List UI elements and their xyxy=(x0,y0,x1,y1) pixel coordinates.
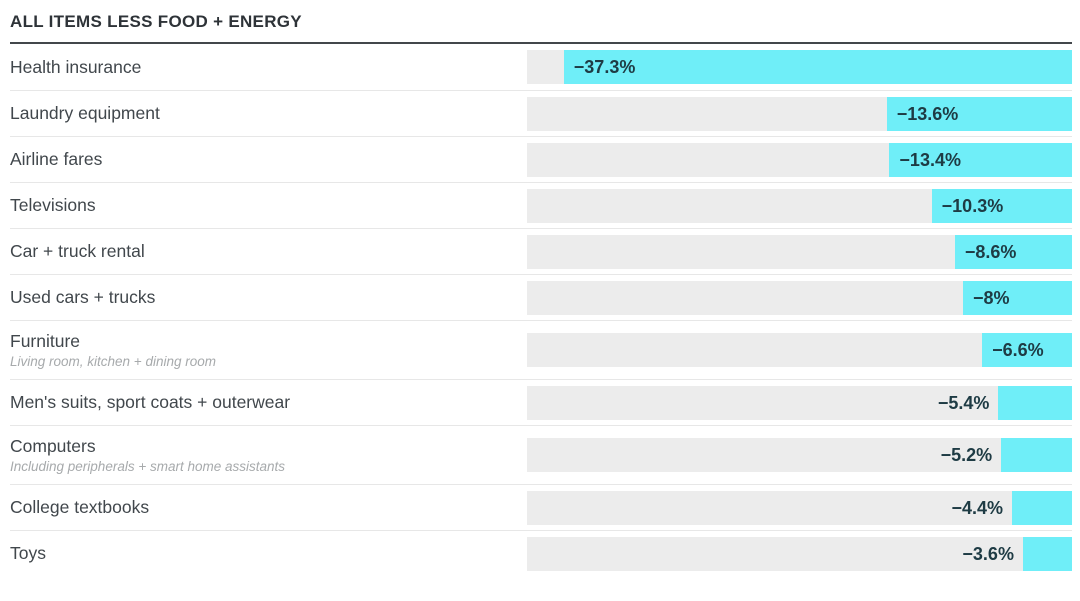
row-sublabel: Including peripherals + smart home assis… xyxy=(10,459,286,475)
chart-row: Toys −3.6% xyxy=(10,530,1072,576)
value-label: −13.6% xyxy=(896,103,959,124)
chart-row: Laundry equipment −13.6% xyxy=(10,90,1072,136)
bar-track: −13.4% xyxy=(527,142,1072,177)
value-label: −8% xyxy=(973,287,1010,308)
bar-track: −6.6% xyxy=(527,333,1072,367)
row-label-column: Car + truck rental xyxy=(10,241,527,261)
row-label: Men's suits, sport coats + outerwear xyxy=(10,392,291,413)
row-label-column: Laundry equipment xyxy=(10,103,527,123)
value-label: −10.3% xyxy=(941,195,1004,216)
bar-track: −37.3% xyxy=(527,50,1072,84)
chart-row: Car + truck rental −8.6% xyxy=(10,228,1072,274)
row-label-column: Airline fares xyxy=(10,149,527,169)
row-label: Laundry equipment xyxy=(10,103,160,124)
row-label-column: Furniture Living room, kitchen + dining … xyxy=(10,331,527,369)
row-label-column: College textbooks xyxy=(10,497,527,517)
row-label: Airline fares xyxy=(10,149,103,170)
bar xyxy=(963,280,1072,315)
chart-row: Men's suits, sport coats + outerwear −5.… xyxy=(10,379,1072,425)
chart-row: Computers Including peripherals + smart … xyxy=(10,425,1072,484)
bar xyxy=(998,385,1072,420)
bar xyxy=(982,333,1072,367)
row-label-column: Used cars + trucks xyxy=(10,287,527,307)
row-label: Used cars + trucks xyxy=(10,287,156,308)
value-label: −3.6% xyxy=(962,543,1014,564)
value-label: −13.4% xyxy=(899,149,961,170)
bar-track: −8.6% xyxy=(527,234,1072,269)
row-label: Health insurance xyxy=(10,56,142,77)
bar-track: −3.6% xyxy=(527,536,1072,571)
row-label: Computers xyxy=(10,435,96,456)
bar-track: −5.2% xyxy=(527,438,1072,472)
bar-track: −4.4% xyxy=(527,490,1072,525)
chart-header: ALL ITEMS LESS FOOD + ENERGY xyxy=(10,8,1072,44)
bar xyxy=(931,188,1072,223)
value-label: −8.6% xyxy=(964,241,1017,262)
bar-track: −10.3% xyxy=(527,188,1072,223)
bar xyxy=(1022,536,1072,571)
value-label: −37.3% xyxy=(573,57,636,77)
chart-row: College textbooks −4.4% xyxy=(10,484,1072,530)
chart-rows: Health insurance −37.3% Laundry equipmen… xyxy=(10,44,1072,576)
row-sublabel: Living room, kitchen + dining room xyxy=(10,354,216,370)
chart-row: Used cars + trucks −8% xyxy=(10,274,1072,320)
row-label-column: Health insurance xyxy=(10,57,527,77)
row-label: College textbooks xyxy=(10,497,150,518)
value-label: −5.2% xyxy=(940,445,993,465)
row-label-column: Televisions xyxy=(10,195,527,215)
row-label-column: Men's suits, sport coats + outerwear xyxy=(10,392,527,412)
value-label: −4.4% xyxy=(951,497,1004,518)
bar xyxy=(886,96,1072,131)
bar xyxy=(1012,490,1072,525)
bar xyxy=(563,50,1072,84)
bar xyxy=(1001,438,1072,472)
row-label: Car + truck rental xyxy=(10,241,145,262)
row-label: Toys xyxy=(10,543,46,564)
chart-row: Furniture Living room, kitchen + dining … xyxy=(10,320,1072,379)
bar-track: −8% xyxy=(527,280,1072,315)
row-label-column: Toys xyxy=(10,543,527,563)
chart-title: ALL ITEMS LESS FOOD + ENERGY xyxy=(10,12,302,31)
bar-track: −5.4% xyxy=(527,385,1072,420)
row-label: Furniture xyxy=(10,330,81,351)
value-label: −5.4% xyxy=(937,392,990,413)
chart-row: Health insurance −37.3% xyxy=(10,44,1072,90)
row-label-column: Computers Including peripherals + smart … xyxy=(10,436,527,474)
chart-row: Televisions −10.3% xyxy=(10,182,1072,228)
chart-row: Airline fares −13.4% xyxy=(10,136,1072,182)
value-label: −6.6% xyxy=(992,340,1044,360)
bar-track: −13.6% xyxy=(527,96,1072,131)
row-label: Televisions xyxy=(10,195,96,216)
bar xyxy=(954,234,1072,269)
bar xyxy=(889,142,1072,177)
